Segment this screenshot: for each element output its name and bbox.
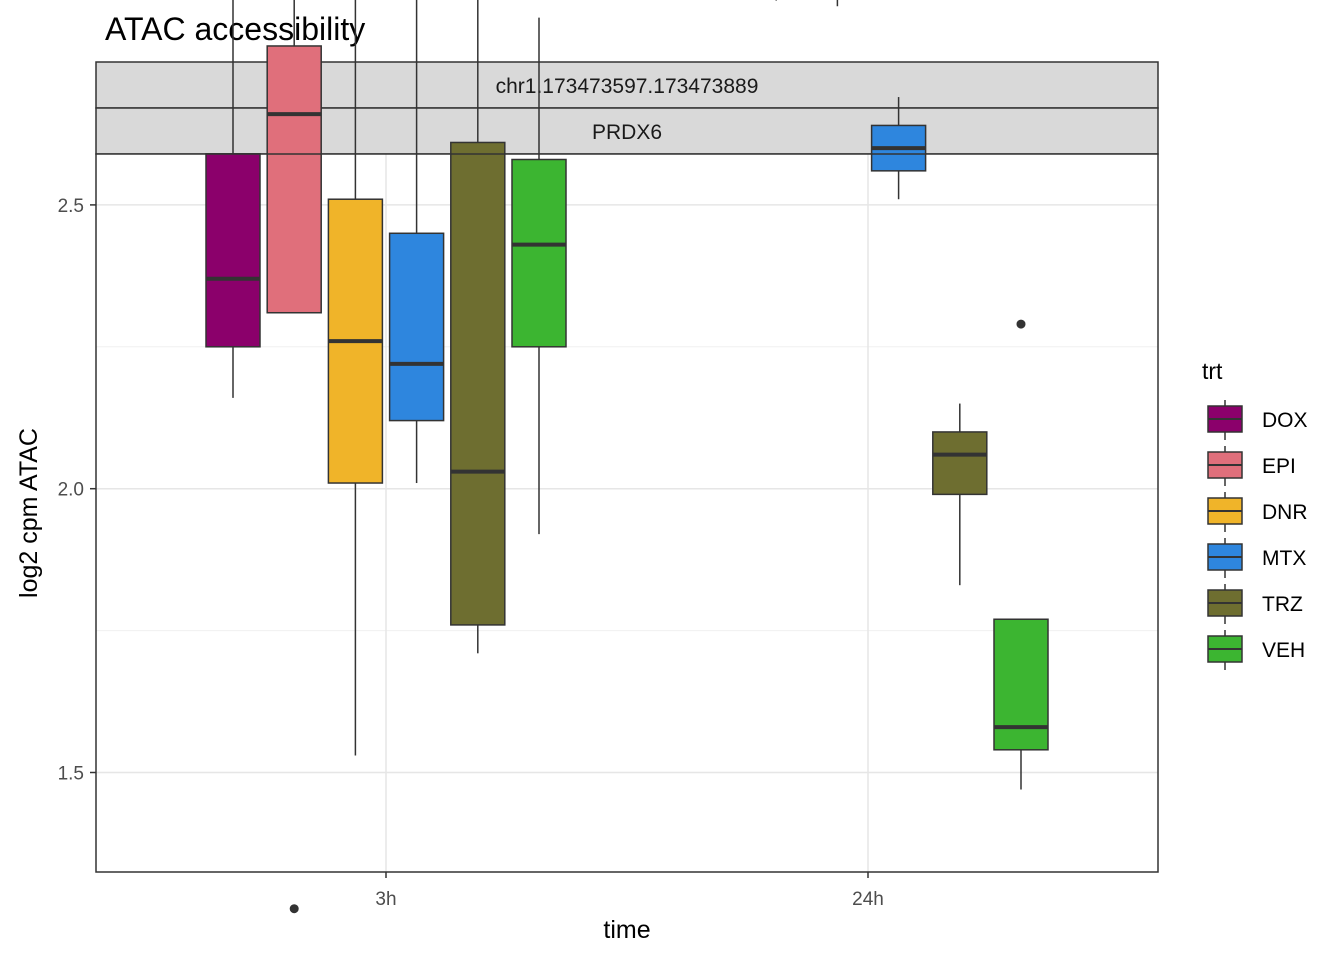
- box-dnr-3h: [327, 0, 384, 756]
- legend-item-trz: TRZ: [1207, 584, 1303, 624]
- facet-strip-1-label: chr1.173473597.173473889: [496, 75, 759, 98]
- box-iqr: [450, 141, 506, 626]
- legend-item-epi: EPI: [1207, 446, 1296, 486]
- y-axis-title: log2 cpm ATAC: [15, 428, 43, 598]
- y-tick-label: 2.5: [58, 196, 84, 217]
- x-tick-label: 3h: [375, 889, 396, 910]
- plot-panel-border: [95, 153, 1159, 873]
- y-axis: 1.52.02.53.03.5: [58, 196, 96, 785]
- box-series: [205, 0, 1049, 914]
- x-tick-label: 24h: [852, 889, 884, 910]
- box-epi-3h: [266, 0, 322, 914]
- box-mtx-24h: [870, 97, 927, 200]
- legend-label: TRZ: [1262, 593, 1303, 616]
- box-trz-24h: [932, 403, 988, 586]
- legend-label: VEH: [1262, 639, 1305, 662]
- legend-item-dnr: DNR: [1207, 492, 1308, 532]
- box-veh-3h: [511, 17, 567, 535]
- box-epi-24h: [775, 0, 777, 1]
- x-axis-title: time: [603, 916, 650, 944]
- legend: trt DOX EPI DNR MTX TRZ VEH: [1202, 358, 1308, 670]
- facet-strip-2-label: PRDX6: [592, 121, 662, 144]
- grid-lines: [96, 154, 1158, 872]
- outlier-point: [1016, 319, 1026, 329]
- legend-label: DOX: [1262, 409, 1308, 432]
- legend-item-dox: DOX: [1207, 400, 1308, 440]
- box-veh-24h: [993, 319, 1049, 790]
- box-trz-3h: [450, 0, 506, 654]
- y-tick-label: 2.0: [58, 480, 84, 501]
- legend-label: MTX: [1262, 547, 1306, 570]
- chart-title: ATAC accessibility: [105, 11, 365, 47]
- legend-item-veh: VEH: [1207, 630, 1305, 670]
- box-iqr: [932, 431, 988, 496]
- outlier-point: [289, 904, 299, 914]
- legend-label: EPI: [1262, 455, 1296, 478]
- legend-label: DNR: [1262, 501, 1308, 524]
- y-tick-label: 1.5: [58, 764, 84, 785]
- legend-item-mtx: MTX: [1207, 538, 1306, 578]
- legend-title: trt: [1202, 358, 1223, 384]
- box-iqr: [205, 153, 261, 348]
- box-iqr: [993, 618, 1049, 751]
- box-mtx-3h: [388, 0, 445, 484]
- box-iqr: [266, 45, 322, 314]
- box-dnr-24h: [836, 0, 839, 7]
- box-iqr: [511, 158, 567, 348]
- box-dox-3h: [205, 0, 261, 398]
- x-axis: 3h 24h: [375, 872, 884, 910]
- box-iqr: [388, 232, 445, 422]
